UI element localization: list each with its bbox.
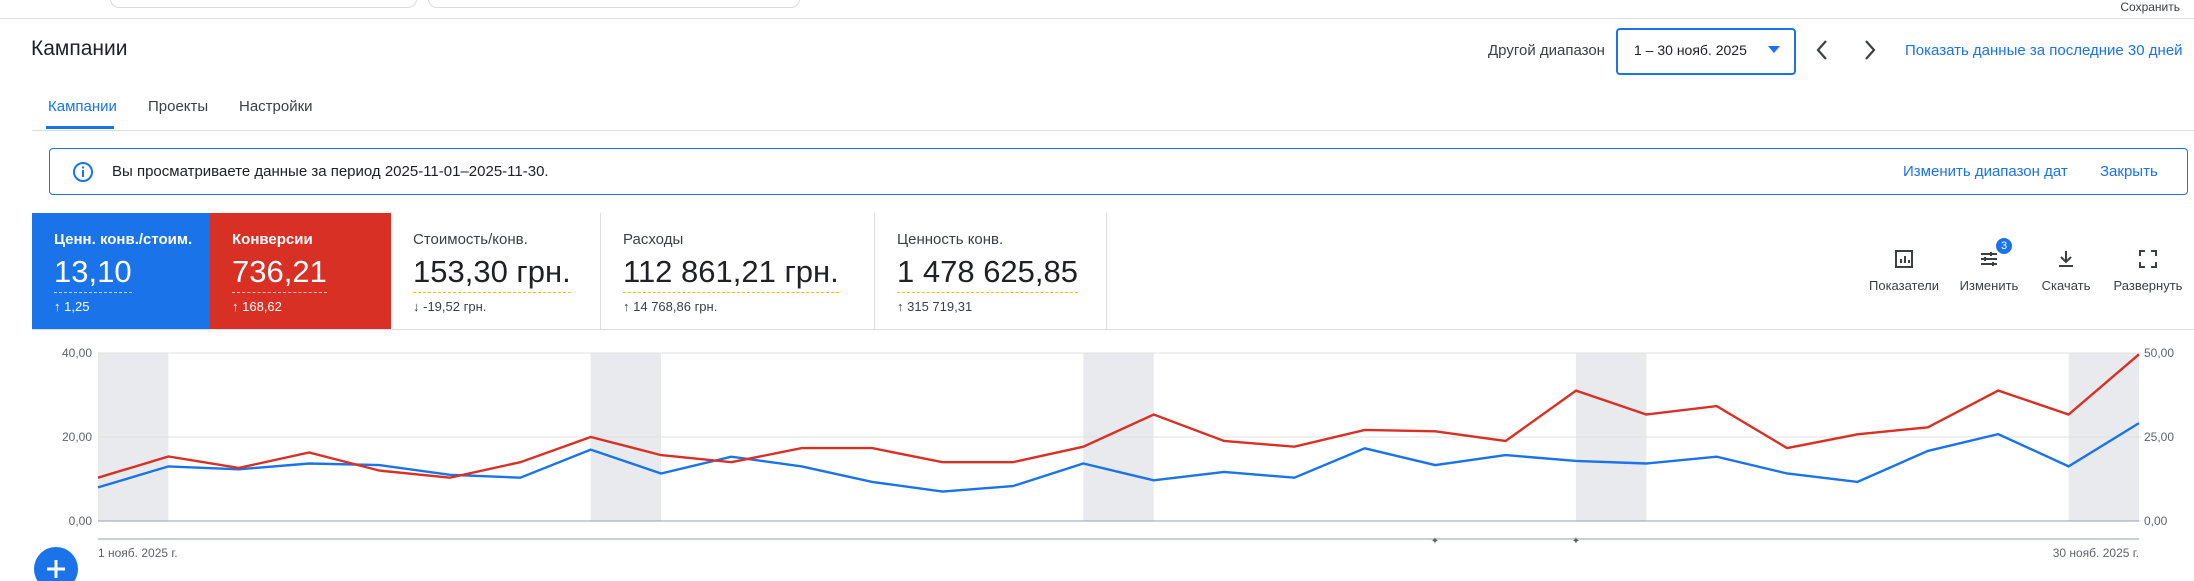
metric-value: 13,10: [54, 254, 132, 293]
next-button[interactable]: [1860, 38, 1880, 62]
metric-value: 153,30 грн.: [413, 254, 571, 293]
toolbar-label: Скачать: [2041, 278, 2091, 293]
divider: [32, 329, 2194, 330]
metric-card[interactable]: Расходы 112 861,21 грн. ↑ 14 768,86 грн.: [601, 213, 875, 329]
metric-title: Конверсии: [232, 231, 313, 248]
arrow-up: ↑: [232, 299, 243, 314]
y-tick-label: 20,00: [62, 430, 92, 444]
range-label: Другой диапазон: [1488, 42, 1605, 59]
prev-button[interactable]: [1812, 38, 1832, 62]
tab[interactable]: Настройки: [239, 98, 313, 115]
x-tick-label: 1 нояб. 2025 г.: [98, 546, 178, 560]
metric-change-value: 315 719,31: [907, 299, 973, 314]
arrow-up: ↑: [897, 299, 908, 314]
arrow-down: ↓: [413, 299, 424, 314]
filter-pill[interactable]: [428, 0, 800, 8]
toolbar-icon: [2059, 251, 2073, 267]
toolbar-button[interactable]: Развернуть: [2103, 248, 2193, 293]
divider: [0, 18, 2194, 19]
dropdown-arrow: [1768, 46, 1780, 53]
metric-change-value: 168,62: [242, 299, 282, 314]
toolbar-button[interactable]: Показатели: [1859, 248, 1949, 293]
chart: 0,00 20,00 40,00 0,00 25,00 50,00 1 нояб. 2025…: [62, 346, 2174, 560]
toolbar-button[interactable]: Изменить 3: [1944, 238, 2034, 293]
tab[interactable]: Проекты: [148, 98, 209, 115]
metric-change: ↑ 168,62: [232, 299, 391, 314]
toolbar-label: Показатели: [1869, 278, 1939, 293]
info-icon: [73, 162, 93, 182]
y2-tick-label: 25,00: [2144, 430, 2174, 444]
date-range-value: 1 – 30 нояб. 2025: [1634, 42, 1747, 58]
metric-change-value: 14 768,86 грн.: [633, 299, 718, 314]
metric-card[interactable]: Ценн. конв./стоим. 13,10 ↑ 1,25: [32, 213, 210, 329]
y-tick-label: 0,00: [69, 514, 93, 528]
date-range-picker[interactable]: 1 – 30 нояб. 2025: [1616, 28, 1796, 75]
save-button[interactable]: Сохранить: [2120, 0, 2180, 14]
metric-change: ↑ 315 719,31: [897, 299, 1106, 314]
y2-tick-label: 50,00: [2144, 346, 2174, 360]
metric-change-value: -19,52 грн.: [423, 299, 487, 314]
metric-title: Расходы: [623, 231, 684, 248]
arrow-up: ↑: [54, 299, 65, 314]
x-tick-label: 30 нояб. 2025 г.: [2053, 546, 2139, 560]
filter-pill[interactable]: [110, 0, 417, 8]
metric-change: ↑ 1,25: [54, 299, 210, 314]
toolbar-label: Развернуть: [2113, 278, 2183, 293]
metric-change-value: 1,25: [64, 299, 90, 314]
series-line: [97, 353, 2140, 479]
tab-indicator: [46, 126, 114, 129]
close-link[interactable]: Закрыть: [2100, 163, 2158, 180]
metric-value: 736,21: [232, 254, 327, 293]
toolbar-label: Изменить: [1959, 278, 2019, 293]
y-tick-label: 40,00: [62, 346, 92, 360]
annotation-marker: ✦: [1431, 536, 1439, 547]
metric-change: ↑ 14 768,86 грн.: [623, 299, 874, 314]
banner-text: Вы просматриваете данные за период 2025-…: [112, 163, 549, 180]
last-30-days-link[interactable]: Показать данные за последние 30 дней: [1905, 42, 2183, 59]
add-button[interactable]: [33, 546, 79, 581]
page-title: Кампании: [31, 37, 128, 60]
metric-value: 112 861,21 грн.: [623, 254, 839, 293]
arrow-up: ↑: [623, 299, 634, 314]
metric-card[interactable]: Стоимость/конв. 153,30 грн. ↓ -19,52 грн.: [391, 213, 601, 329]
metric-card[interactable]: Конверсии 736,21 ↑ 168,62: [210, 213, 391, 329]
toolbar-icon: [1895, 250, 1913, 268]
annotation-marker: ✦: [1572, 536, 1580, 547]
badge: 3: [1996, 238, 2012, 254]
metric-title: Ценн. конв./стоим.: [54, 231, 193, 248]
toolbar-icon: [2139, 250, 2157, 268]
toolbar-icon: [1981, 252, 1997, 266]
metric-title: Ценность конв.: [897, 231, 1004, 248]
divider: [32, 130, 2194, 131]
metric-value: 1 478 625,85: [897, 254, 1079, 293]
series-line: [97, 422, 2140, 493]
info-banner: Вы просматриваете данные за период 2025-…: [49, 148, 2188, 195]
tab[interactable]: Кампании: [48, 98, 117, 115]
metric-card[interactable]: Ценность конв. 1 478 625,85 ↑ 315 719,31: [875, 213, 1107, 329]
metric-title: Стоимость/конв.: [413, 231, 528, 248]
toolbar-button[interactable]: Скачать: [2021, 248, 2111, 293]
y2-tick-label: 0,00: [2144, 514, 2168, 528]
metric-change: ↓ -19,52 грн.: [413, 299, 600, 314]
change-range-link[interactable]: Изменить диапазон дат: [1903, 163, 2068, 180]
